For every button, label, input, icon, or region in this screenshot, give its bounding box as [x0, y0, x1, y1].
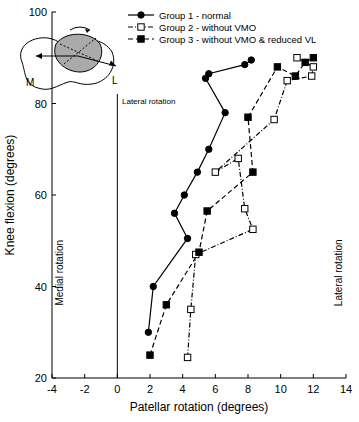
- y-tick: [52, 195, 56, 196]
- arrow: [78, 56, 116, 66]
- x-tick-label: 0: [114, 383, 120, 395]
- arrowhead: [109, 61, 116, 67]
- x-tick-label: 4: [180, 383, 186, 395]
- point: [248, 57, 254, 63]
- x-tick-label: 10: [275, 383, 287, 395]
- point: [147, 352, 153, 358]
- legend-marker: [138, 36, 144, 42]
- annotation: M: [26, 77, 34, 88]
- y-tick: [52, 103, 56, 104]
- x-tick: [182, 374, 183, 378]
- arrowhead: [85, 29, 90, 33]
- series-line: [150, 58, 313, 355]
- point: [242, 61, 248, 67]
- point: [235, 155, 241, 161]
- point: [206, 71, 212, 77]
- arrow: [36, 56, 78, 57]
- point: [222, 109, 228, 115]
- x-tick-label: 6: [212, 383, 218, 395]
- chart: -4 -2 0 2 4 6 8 10 12 14 20 40 60 80 100 Patellar rotat…: [0, 0, 359, 422]
- annotation: Lateral rotation: [333, 239, 344, 306]
- annotation: Lateral rotation: [122, 97, 175, 106]
- x-tick-label: -2: [80, 383, 90, 395]
- point: [206, 146, 212, 152]
- point: [310, 55, 316, 61]
- point: [181, 192, 187, 198]
- y-tick-label: 20: [35, 372, 47, 384]
- point: [145, 329, 151, 335]
- point: [188, 306, 194, 312]
- patella: [55, 34, 102, 72]
- point: [184, 354, 190, 360]
- zero-line: [117, 94, 118, 378]
- annotation: Medial rotation: [54, 240, 65, 306]
- legend-marker: [138, 24, 144, 30]
- y-tick: [52, 12, 56, 13]
- x-tick: [346, 374, 347, 378]
- y-tick-label: 40: [35, 281, 47, 293]
- legend: Group 1 - normalGroup 2 - without VMOGro…: [128, 10, 316, 45]
- point: [271, 116, 277, 122]
- point: [310, 64, 316, 70]
- point: [284, 77, 290, 83]
- x-tick: [215, 374, 216, 378]
- point: [274, 64, 280, 70]
- x-axis: [52, 378, 346, 379]
- point: [212, 169, 218, 175]
- y-tick-label: 100: [29, 6, 47, 18]
- x-tick-label: 2: [147, 383, 153, 395]
- legend-label: Group 2 - without VMO: [159, 22, 256, 33]
- point: [245, 114, 251, 120]
- y-tick-label: 80: [35, 98, 47, 110]
- legend-label: Group 3 - without VMO & reduced VL: [159, 34, 316, 45]
- point: [163, 302, 169, 308]
- patella-axis: [64, 38, 96, 64]
- x-tick: [84, 374, 85, 378]
- y-tick: [52, 378, 56, 379]
- y-tick-label: 60: [35, 189, 47, 201]
- x-tick: [313, 374, 314, 378]
- x-tick-label: 12: [307, 383, 319, 395]
- x-tick: [248, 374, 249, 378]
- point: [292, 73, 298, 79]
- x-tick-label: 8: [245, 383, 251, 395]
- x-tick: [150, 374, 151, 378]
- arrowhead: [36, 53, 42, 59]
- point: [184, 235, 190, 241]
- series-line: [188, 58, 314, 358]
- inset-diagram: [21, 27, 116, 89]
- point: [250, 169, 256, 175]
- annotation: L: [112, 75, 118, 86]
- point: [250, 226, 256, 232]
- legend-label: Group 1 - normal: [159, 10, 231, 21]
- point: [302, 59, 308, 65]
- point: [294, 55, 300, 61]
- point: [309, 73, 315, 79]
- x-tick: [280, 374, 281, 378]
- point: [150, 283, 156, 289]
- point: [171, 210, 177, 216]
- plot-area: [145, 55, 316, 361]
- series-line: [148, 60, 251, 332]
- x-label: Patellar rotation (degrees): [130, 400, 269, 414]
- patella-axis: [60, 44, 100, 62]
- x-tick: [52, 374, 53, 378]
- x-tick-label: -4: [47, 383, 57, 395]
- y-label: Knee flexion (degrees): [3, 135, 17, 256]
- point: [204, 208, 210, 214]
- x-tick-label: 14: [340, 383, 352, 395]
- legend-marker: [138, 12, 144, 18]
- point: [242, 206, 248, 212]
- point: [196, 249, 202, 255]
- point: [194, 169, 200, 175]
